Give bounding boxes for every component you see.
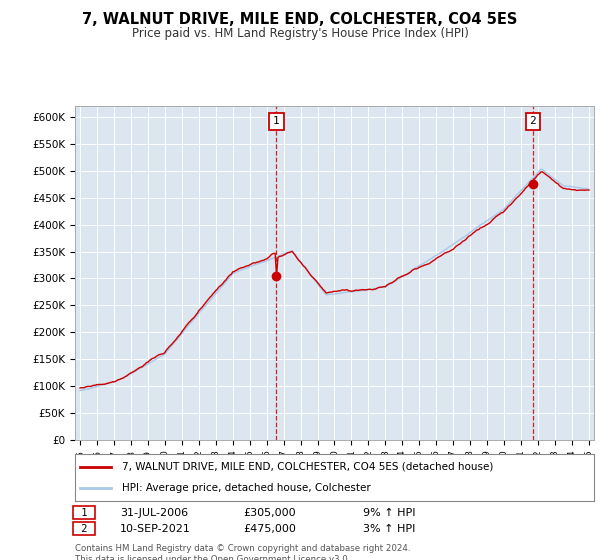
Text: £475,000: £475,000 <box>243 524 296 534</box>
Text: 2: 2 <box>75 524 94 534</box>
Text: 9% ↑ HPI: 9% ↑ HPI <box>363 508 415 518</box>
Text: 2: 2 <box>529 116 536 127</box>
Text: 1: 1 <box>75 508 94 518</box>
Text: Contains HM Land Registry data © Crown copyright and database right 2024.
This d: Contains HM Land Registry data © Crown c… <box>75 544 410 560</box>
Text: 7, WALNUT DRIVE, MILE END, COLCHESTER, CO4 5ES: 7, WALNUT DRIVE, MILE END, COLCHESTER, C… <box>82 12 518 27</box>
Text: Price paid vs. HM Land Registry's House Price Index (HPI): Price paid vs. HM Land Registry's House … <box>131 27 469 40</box>
Text: 1: 1 <box>273 116 280 127</box>
Text: 3% ↑ HPI: 3% ↑ HPI <box>363 524 415 534</box>
Text: 7, WALNUT DRIVE, MILE END, COLCHESTER, CO4 5ES (detached house): 7, WALNUT DRIVE, MILE END, COLCHESTER, C… <box>122 462 493 472</box>
Text: 10-SEP-2021: 10-SEP-2021 <box>120 524 191 534</box>
Text: £305,000: £305,000 <box>243 508 296 518</box>
Text: 31-JUL-2006: 31-JUL-2006 <box>120 508 188 518</box>
Text: HPI: Average price, detached house, Colchester: HPI: Average price, detached house, Colc… <box>122 483 370 493</box>
